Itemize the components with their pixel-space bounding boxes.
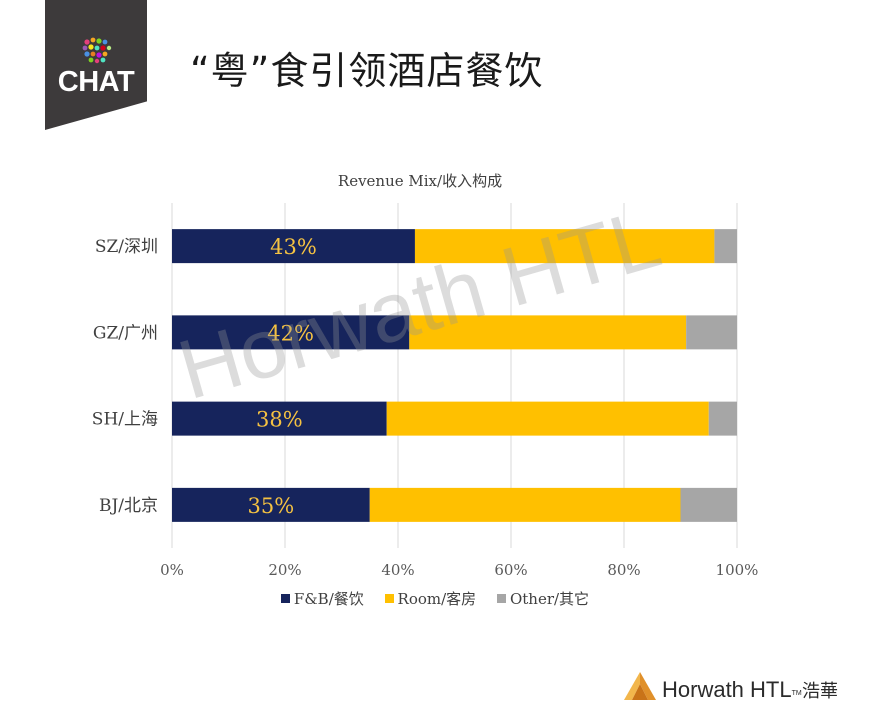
bar-segment-fnb <box>172 229 415 264</box>
data-label: 43% <box>270 235 317 259</box>
bar-segment-other <box>680 487 737 522</box>
legend-label-fnb: F&B/餐饮 <box>293 590 364 608</box>
bar-segment-room <box>414 229 715 264</box>
x-tick-label: 80% <box>607 561 640 579</box>
x-tick-label: 60% <box>494 561 527 579</box>
footer-tm: TM <box>791 690 802 697</box>
legend-item-other: Other/其它 <box>496 588 590 609</box>
data-label: 35% <box>248 494 295 518</box>
x-tick-label: 100% <box>716 561 759 579</box>
horwath-logo-icon <box>624 672 656 700</box>
category-label: SZ/深圳 <box>95 237 158 257</box>
chart-legend: F&B/餐饮 Room/客房 Other/其它 <box>0 588 870 609</box>
bar-segment-fnb <box>172 401 387 436</box>
legend-swatch-room <box>384 594 394 603</box>
category-label: GZ/广州 <box>93 323 158 343</box>
legend-swatch-other <box>496 594 506 603</box>
category-label: SH/上海 <box>92 410 158 430</box>
bar-segment-fnb <box>172 315 410 350</box>
colorful-dots-logo-icon <box>82 37 112 64</box>
x-tick-label: 40% <box>381 561 414 579</box>
footer-brand: Horwath HTLTM <box>662 677 802 703</box>
bar-segment-room <box>409 315 687 350</box>
legend-swatch-fnb <box>280 594 290 603</box>
badge-label: CHAT <box>57 66 135 98</box>
chart-title: Revenue Mix/收入构成 <box>337 172 503 190</box>
bar-segment-room <box>369 487 681 522</box>
legend-label-other: Other/其它 <box>509 590 590 608</box>
bar-segment-other <box>708 401 737 436</box>
page-title: “粤”食引领酒店餐饮 <box>190 49 544 93</box>
legend-item-room: Room/客房 <box>384 588 477 609</box>
legend-item-fnb: F&B/餐饮 <box>280 588 364 609</box>
x-tick-label: 0% <box>160 561 184 579</box>
chat-badge: CHAT <box>45 0 147 130</box>
footer-brand-name: Horwath HTL <box>662 677 792 702</box>
bar-segment-fnb <box>172 487 370 522</box>
bar-segment-other <box>686 315 737 350</box>
bar-segment-other <box>714 229 737 264</box>
footer-cn-brand: 浩華 <box>802 681 838 702</box>
bar-segment-room <box>386 401 709 436</box>
category-label: BJ/北京 <box>99 496 158 516</box>
legend-label-room: Room/客房 <box>397 590 477 608</box>
x-tick-label: 20% <box>268 561 301 579</box>
data-label: 42% <box>267 321 314 345</box>
data-label: 38% <box>256 408 303 432</box>
